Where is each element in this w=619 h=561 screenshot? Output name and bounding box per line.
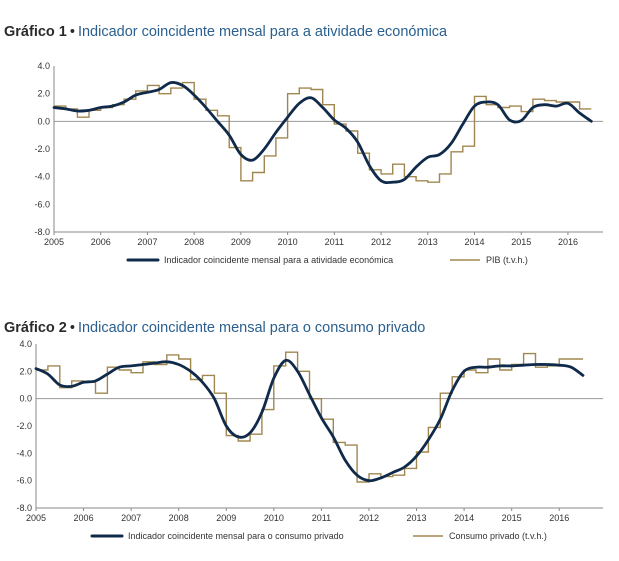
y-tick-label: 4.0 [19, 339, 32, 349]
series-line-benchmark [36, 351, 583, 483]
chart-1: Gráfico 1 • Indicador coincidente mensal p… [0, 0, 619, 280]
series-line-benchmark [54, 81, 592, 183]
chart-2-title-text: Indicador coincidente mensal para o cons… [77, 320, 426, 336]
chart-1-title: Gráfico 1 • Indicador coincidente mensal p… [4, 24, 447, 40]
y-tick-label: -8.0 [16, 503, 32, 513]
x-tick-label: 2010 [278, 237, 298, 247]
x-tick-label: 2013 [407, 513, 427, 523]
y-tick-label: -2.0 [34, 144, 50, 154]
legend-label-benchmark: PIB (t.v.h.) [486, 255, 528, 265]
y-tick-label: -2.0 [16, 421, 32, 431]
y-tick-label: 0.0 [37, 116, 50, 126]
x-tick-label: 2013 [418, 237, 438, 247]
y-tick-label: -4.0 [16, 448, 32, 458]
series-line-indicator [34, 358, 585, 483]
y-tick-label: -8.0 [34, 227, 50, 237]
x-tick-label: 2008 [184, 237, 204, 247]
x-tick-label: 2014 [464, 237, 484, 247]
x-tick-label: 2016 [558, 237, 578, 247]
x-tick-label: 2009 [231, 237, 251, 247]
title-bullet: • [69, 320, 75, 336]
x-tick-label: 2008 [169, 513, 189, 523]
x-tick-label: 2015 [502, 513, 522, 523]
x-tick-label: 2005 [26, 513, 46, 523]
y-tick-label: 2.0 [37, 89, 50, 99]
x-tick-label: 2014 [454, 513, 474, 523]
legend-label-indicator: Indicador coincidente mensal para a ativ… [164, 255, 393, 265]
x-tick-label: 2011 [312, 513, 331, 523]
x-tick-label: 2016 [549, 513, 569, 523]
chart-1-title-text: Indicador coincidente mensal para a ativ… [77, 24, 448, 40]
x-tick-label: 2012 [371, 237, 391, 247]
chart-2-title: Gráfico 2 • Indicador coincidente mensal p… [4, 320, 425, 336]
series-line-indicator [52, 81, 593, 185]
y-tick-label: -6.0 [34, 199, 50, 209]
legend-label-benchmark: Consumo privado (t.v.h.) [449, 531, 547, 541]
y-tick-label: 4.0 [37, 61, 50, 71]
y-tick-label: -6.0 [16, 476, 32, 486]
x-tick-label: 2012 [359, 513, 379, 523]
chart-2: Gráfico 2 • Indicador coincidente mensal p… [0, 300, 619, 561]
x-tick-label: 2007 [137, 237, 157, 247]
x-tick-label: 2011 [325, 237, 344, 247]
x-tick-label: 2015 [511, 237, 531, 247]
x-tick-label: 2006 [91, 237, 111, 247]
x-tick-label: 2007 [121, 513, 141, 523]
chart-1-number: Gráfico 1 [4, 24, 67, 40]
y-tick-label: 2.0 [19, 366, 32, 376]
x-tick-label: 2009 [216, 513, 236, 523]
chart-2-number: Gráfico 2 [4, 320, 67, 336]
x-tick-label: 2010 [264, 513, 284, 523]
x-tick-label: 2005 [44, 237, 64, 247]
x-tick-label: 2006 [74, 513, 94, 523]
legend-label-indicator: Indicador coincidente mensal para o cons… [128, 531, 344, 541]
title-bullet: • [69, 24, 75, 40]
y-tick-label: 0.0 [19, 394, 32, 404]
y-tick-label: -4.0 [34, 172, 50, 182]
